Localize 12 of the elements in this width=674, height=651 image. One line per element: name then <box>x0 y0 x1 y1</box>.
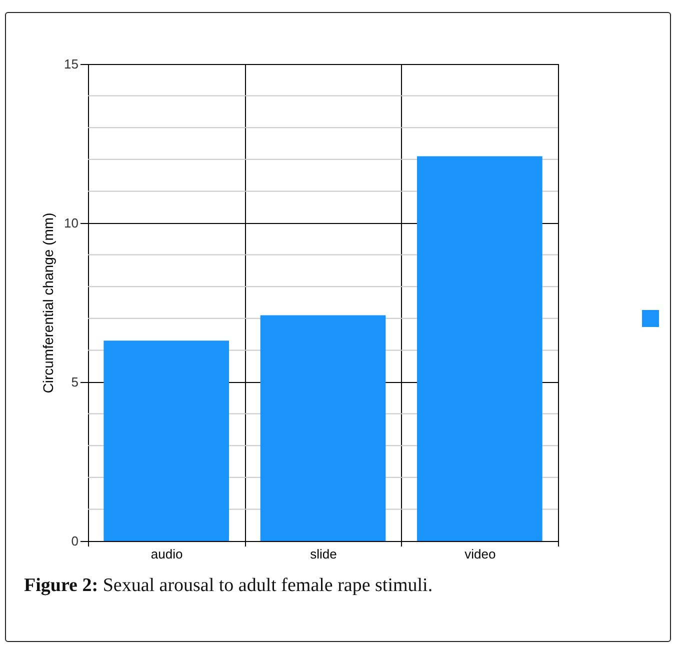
caption: Figure 2: Sexual arousal to adult female rape stimuli. <box>24 575 433 597</box>
x-tick-label: audio <box>150 546 183 562</box>
bar <box>260 315 386 541</box>
bar <box>104 340 229 541</box>
y-tick-label: 0 <box>71 534 78 548</box>
x-tick-label: slide <box>310 546 337 562</box>
y-tick-label: 5 <box>71 374 78 390</box>
y-tick-label: 10 <box>64 216 78 230</box>
bar <box>417 156 542 541</box>
y-tick-label: 15 <box>64 56 78 72</box>
x-tick-label: video <box>464 546 496 562</box>
y-axis-title: Circumferential change (mm) <box>40 212 56 394</box>
